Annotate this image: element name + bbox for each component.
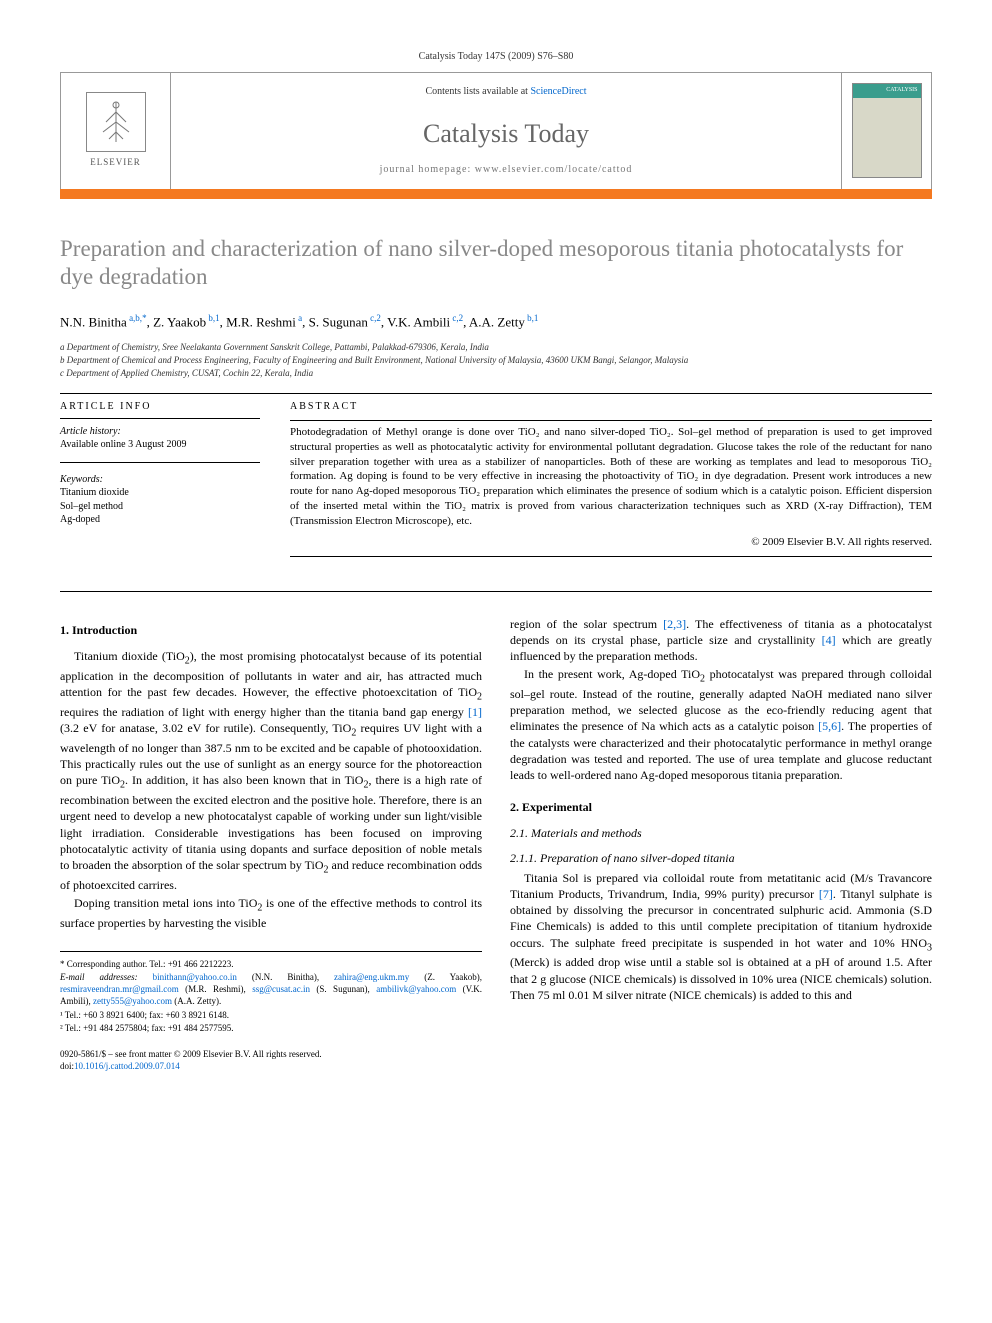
homepage-url[interactable]: www.elsevier.com/locate/cattod: [475, 164, 633, 175]
intro-para-1: Titanium dioxide (TiO2), the most promis…: [60, 648, 482, 893]
body-columns: 1. Introduction Titanium dioxide (TiO2),…: [60, 616, 932, 1073]
abstract-copyright: © 2009 Elsevier B.V. All rights reserved…: [290, 535, 932, 550]
doi-link[interactable]: 10.1016/j.cattod.2009.07.014: [74, 1061, 180, 1071]
issn-line: 0920-5861/$ – see front matter © 2009 El…: [60, 1048, 482, 1060]
ref-link-5-6[interactable]: [5,6]: [818, 719, 841, 733]
orange-accent-bar: [60, 189, 932, 199]
left-column: 1. Introduction Titanium dioxide (TiO2),…: [60, 616, 482, 1073]
intro-para-2: Doping transition metal ions into TiO2 i…: [60, 895, 482, 931]
email-reshmi[interactable]: resmiraveendran.mr@gmail.com: [60, 984, 179, 994]
ref-link-2-3[interactable]: [2,3]: [663, 617, 686, 631]
masthead: ELSEVIER Contents lists available at Sci…: [60, 72, 932, 190]
affiliations: a Department of Chemistry, Sree Neelakan…: [60, 341, 932, 379]
section-2-1-1-head: 2.1.1. Preparation of nano silver-doped …: [510, 850, 932, 866]
article-info-column: ARTICLE INFO Article history: Available …: [60, 400, 260, 560]
cover-block: [841, 73, 931, 189]
section-1-head: 1. Introduction: [60, 622, 482, 638]
section-2-head: 2. Experimental: [510, 799, 932, 815]
authors-line: N.N. Binitha a,b,*, Z. Yaakob b,1, M.R. …: [60, 312, 932, 331]
footnote-2: ² Tel.: +91 484 2575804; fax: +91 484 25…: [60, 1022, 482, 1034]
abstract-text: Photodegradation of Methyl orange is don…: [290, 425, 932, 529]
footer-block: 0920-5861/$ – see front matter © 2009 El…: [60, 1048, 482, 1072]
abstract-head: ABSTRACT: [290, 400, 932, 414]
prep-para-1: Titania Sol is prepared via colloidal ro…: [510, 870, 932, 1003]
publisher-block: ELSEVIER: [61, 73, 171, 189]
article-info-head: ARTICLE INFO: [60, 400, 260, 414]
corresponding-author: * Corresponding author. Tel.: +91 466 22…: [60, 958, 482, 970]
contents-available-line: Contents lists available at ScienceDirec…: [425, 85, 586, 99]
keyword-2: Sol–gel method: [60, 500, 260, 514]
footnotes: * Corresponding author. Tel.: +91 466 22…: [60, 951, 482, 1034]
intro-para-3: region of the solar spectrum [2,3]. The …: [510, 616, 932, 665]
publisher-label: ELSEVIER: [90, 156, 141, 168]
top-rule: [60, 393, 932, 394]
running-header: Catalysis Today 147S (2009) S76–S80: [60, 50, 932, 64]
email-binitha[interactable]: binithann@yahoo.co.in: [153, 972, 237, 982]
right-column: region of the solar spectrum [2,3]. The …: [510, 616, 932, 1073]
affiliation-b: b Department of Chemical and Process Eng…: [60, 354, 932, 366]
elsevier-tree-icon: [86, 92, 146, 152]
affiliation-a: a Department of Chemistry, Sree Neelakan…: [60, 341, 932, 353]
affiliation-c: c Department of Applied Chemistry, CUSAT…: [60, 367, 932, 379]
doi-line: doi:10.1016/j.cattod.2009.07.014: [60, 1060, 482, 1072]
journal-cover-thumb: [852, 83, 922, 178]
email-ambili[interactable]: ambilivk@yahoo.com: [376, 984, 456, 994]
keywords-label: Keywords:: [60, 473, 260, 487]
history-value: Available online 3 August 2009: [60, 438, 260, 452]
email-yaakob[interactable]: zahira@eng.ukm.my: [334, 972, 409, 982]
ref-link-1[interactable]: [1]: [468, 705, 482, 719]
keyword-3: Ag-doped: [60, 513, 260, 527]
ref-link-7[interactable]: [7]: [819, 887, 833, 901]
ref-link-4[interactable]: [4]: [822, 633, 836, 647]
history-label: Article history:: [60, 425, 260, 439]
email-sugunan[interactable]: ssg@cusat.ac.in: [252, 984, 310, 994]
journal-name: Catalysis Today: [423, 116, 589, 151]
footnote-1: ¹ Tel.: +60 3 8921 6400; fax: +60 3 8921…: [60, 1009, 482, 1021]
mid-rule: [60, 591, 932, 592]
intro-para-4: In the present work, Ag-doped TiO2 photo…: [510, 666, 932, 783]
info-abstract-row: ARTICLE INFO Article history: Available …: [60, 400, 932, 560]
homepage-prefix: journal homepage:: [380, 164, 475, 175]
keyword-1: Titanium dioxide: [60, 486, 260, 500]
section-2-1-head: 2.1. Materials and methods: [510, 825, 932, 841]
email-addresses: E-mail addresses: binithann@yahoo.co.in …: [60, 971, 482, 1007]
abstract-column: ABSTRACT Photodegradation of Methyl oran…: [290, 400, 932, 560]
journal-homepage-line: journal homepage: www.elsevier.com/locat…: [380, 163, 633, 177]
sciencedirect-link[interactable]: ScienceDirect: [530, 86, 586, 97]
article-title: Preparation and characterization of nano…: [60, 235, 932, 293]
email-zetty[interactable]: zetty555@yahoo.com: [93, 996, 172, 1006]
masthead-center: Contents lists available at ScienceDirec…: [171, 73, 841, 189]
contents-prefix: Contents lists available at: [425, 86, 530, 97]
